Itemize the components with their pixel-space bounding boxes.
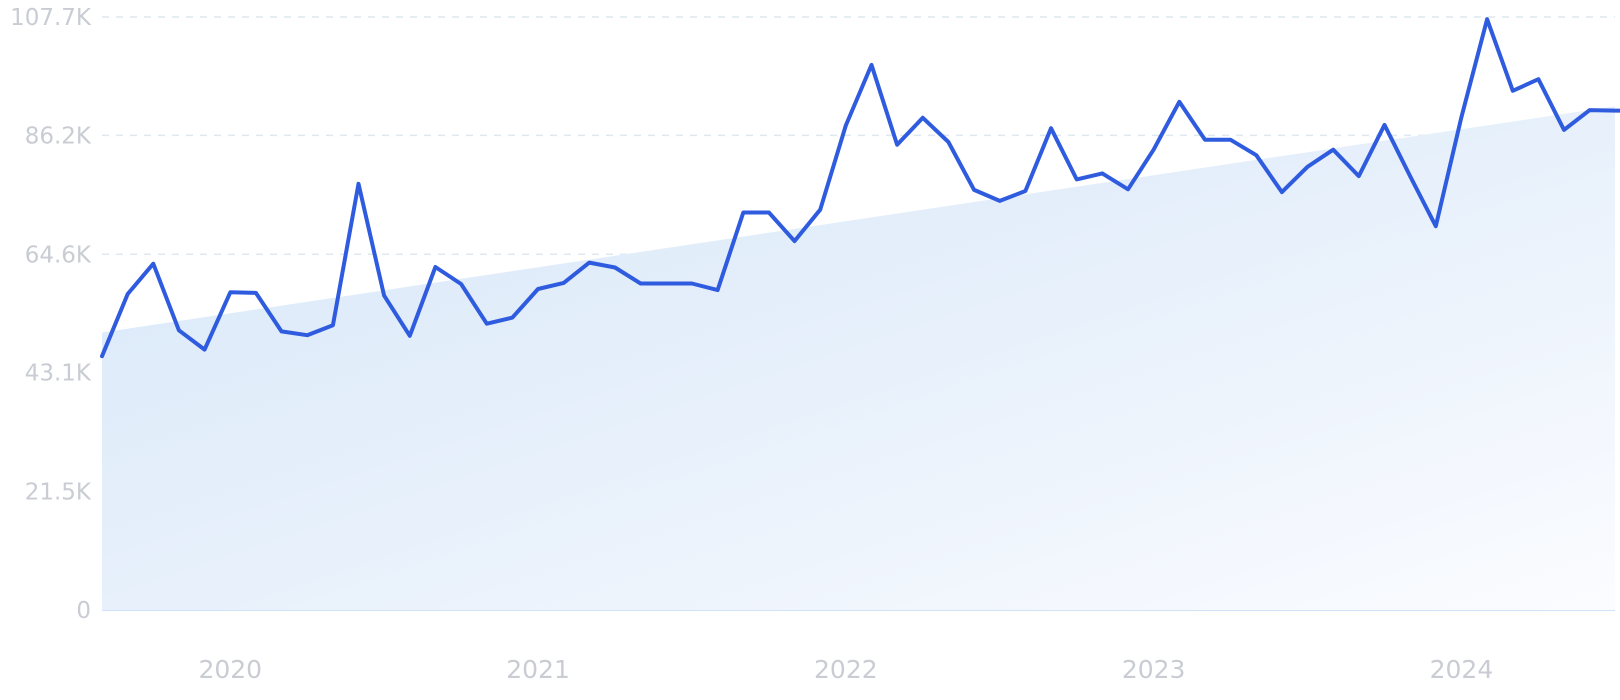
x-tick-label: 2022	[814, 655, 878, 684]
series-lines	[100, 17, 1620, 359]
y-tick-label: 107.7K	[10, 5, 92, 31]
trend-area	[102, 106, 1615, 611]
x-tick-label: 2021	[506, 655, 570, 684]
x-axis-ticks: 2020 2021 2022 2023 2024	[198, 655, 1493, 684]
y-tick-label: 86.2K	[25, 123, 92, 149]
trend-area-fill	[102, 106, 1615, 611]
y-axis-ticks: 0 21.5K 43.1K 64.6K 86.2K 107.7K	[10, 5, 92, 624]
x-tick-label: 2023	[1122, 655, 1186, 684]
y-tick-label: 21.5K	[25, 480, 92, 506]
series-line-0	[100, 17, 1620, 359]
y-tick-label: 0	[76, 598, 91, 624]
y-tick-label: 64.6K	[25, 242, 92, 268]
y-tick-label: 43.1K	[25, 361, 92, 387]
x-tick-label: 2020	[198, 655, 262, 684]
x-tick-label: 2024	[1430, 655, 1494, 684]
